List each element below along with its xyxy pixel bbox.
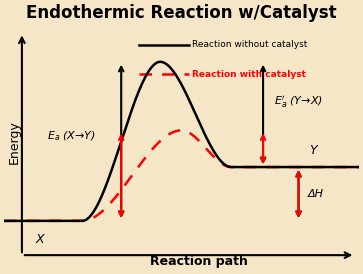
Title: Endothermic Reaction w/Catalyst: Endothermic Reaction w/Catalyst [26,4,337,22]
Text: Reaction without catalyst: Reaction without catalyst [192,40,307,49]
Text: $E_a'$ (Y→X): $E_a'$ (Y→X) [274,94,323,110]
Text: X: X [35,233,44,246]
Text: ΔH: ΔH [307,189,323,199]
Text: Reaction path: Reaction path [150,255,248,268]
Text: Energy: Energy [8,121,21,164]
Text: Reaction with catalyst: Reaction with catalyst [192,70,306,79]
Text: Y: Y [309,144,317,157]
Text: $E_a$ (X→Y): $E_a$ (X→Y) [47,130,95,143]
